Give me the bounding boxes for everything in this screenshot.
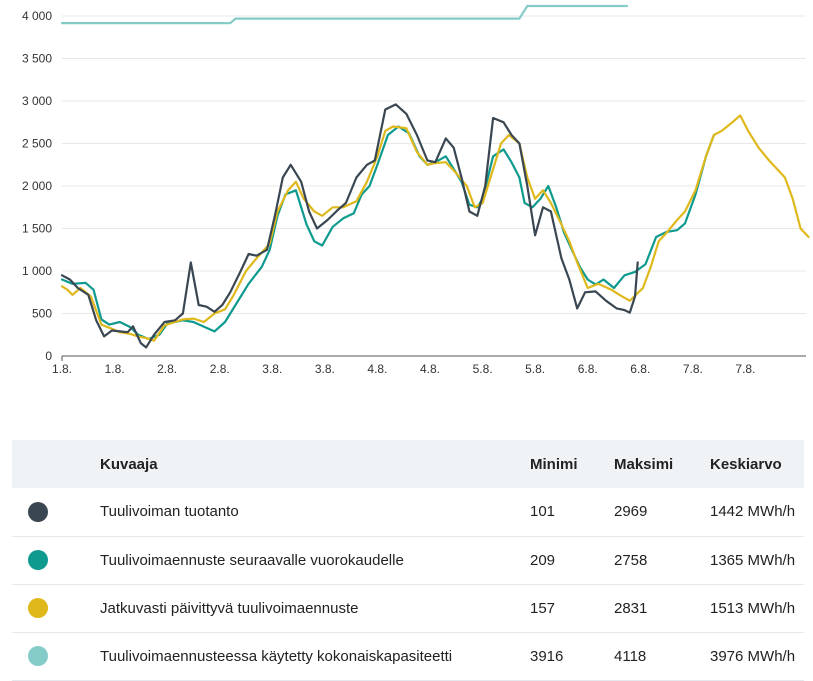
header-avg: Keskiarvo	[710, 455, 782, 473]
x-tick-label: 6.8.	[630, 362, 650, 376]
legend-table: Kuvaaja Minimi Maksimi Keskiarvo Tuulivo…	[12, 440, 804, 681]
header-name: Kuvaaja	[100, 455, 158, 473]
series-avg: 3976 MWh/h	[710, 647, 796, 665]
x-tick-label: 5.8.	[473, 362, 493, 376]
y-tick-label: 500	[32, 307, 52, 321]
series-min: 209	[530, 551, 556, 569]
x-tick-label: 7.8.	[683, 362, 703, 376]
x-tick-label: 6.8.	[578, 362, 598, 376]
series-max: 2969	[614, 503, 648, 521]
series-color-dot	[28, 501, 48, 522]
axes	[61, 355, 806, 361]
series-avg: 1365 MWh/h	[710, 551, 796, 569]
table-row[interactable]: Jatkuvasti päivittyvä tuulivoimaennuste …	[12, 584, 804, 632]
x-tick-label: 3.8.	[262, 362, 282, 376]
x-tick-labels: 1.8. 1.8. 2.8. 2.8. 3.8. 3.8. 4.8. 4.8. 5.8. 5.8.…	[52, 362, 755, 376]
y-tick-label: 3 000	[22, 94, 52, 108]
series-name: Tuulivoimaennusteessa käytetty kokonaisk…	[100, 647, 453, 665]
series-lines	[60, 4, 810, 349]
legend-header-row: Kuvaaja Minimi Maksimi Keskiarvo	[12, 440, 804, 488]
x-tick-label: 3.8.	[315, 362, 335, 376]
y-tick-label: 2 500	[22, 137, 52, 151]
table-row[interactable]: Tuulivoimaennusteessa käytetty kokonaisk…	[12, 632, 804, 680]
gridlines	[62, 15, 806, 314]
x-tick-label: 5.8.	[525, 362, 545, 376]
series-max: 2831	[614, 599, 648, 617]
series-avg: 1442 MWh/h	[710, 503, 796, 521]
x-tick-label: 7.8.	[735, 362, 755, 376]
y-tick-label: 0	[45, 349, 52, 363]
header-color	[12, 440, 99, 488]
y-tick-label: 1 000	[22, 264, 52, 278]
series-min: 3916	[530, 647, 564, 665]
series-line[interactable]	[60, 4, 629, 25]
series-line[interactable]	[60, 103, 639, 349]
y-tick-labels: 0 500 1 000 1 500 2 000 2 500 3 000 3 500 4 000	[22, 9, 52, 363]
series-max: 2758	[614, 551, 648, 569]
series-min: 157	[530, 599, 556, 617]
series-max: 4118	[614, 647, 647, 665]
header-max: Maksimi	[614, 455, 674, 473]
series-line[interactable]	[60, 114, 810, 342]
series-min: 101	[530, 503, 556, 521]
x-tick-label: 1.8.	[105, 362, 125, 376]
y-tick-label: 4 000	[22, 9, 52, 23]
x-tick-label: 1.8.	[52, 362, 72, 376]
series-color-dot	[28, 646, 48, 666]
y-tick-label: 2 000	[22, 179, 52, 193]
series-name: Tuulivoimaennuste seuraavalle vuorokaude…	[100, 551, 404, 569]
x-tick-label: 4.8.	[420, 362, 440, 376]
header-min: Minimi	[530, 455, 578, 473]
series-color-dot	[28, 550, 48, 570]
x-tick-label: 2.8.	[157, 362, 177, 376]
table-row[interactable]: Tuulivoiman tuotanto 101 2969 1442 MWh/h	[12, 488, 804, 536]
y-tick-label: 3 500	[22, 52, 52, 66]
series-avg: 1513 MWh/h	[710, 599, 796, 617]
y-tick-label: 1 500	[22, 222, 52, 236]
series-name: Tuulivoiman tuotanto	[100, 503, 239, 521]
series-name: Jatkuvasti päivittyvä tuulivoimaennuste	[100, 599, 359, 617]
x-tick-label: 2.8.	[210, 362, 230, 376]
series-color-dot	[28, 598, 48, 618]
table-row[interactable]: Tuulivoimaennuste seuraavalle vuorokaude…	[12, 536, 804, 584]
x-tick-label: 4.8.	[367, 362, 387, 376]
